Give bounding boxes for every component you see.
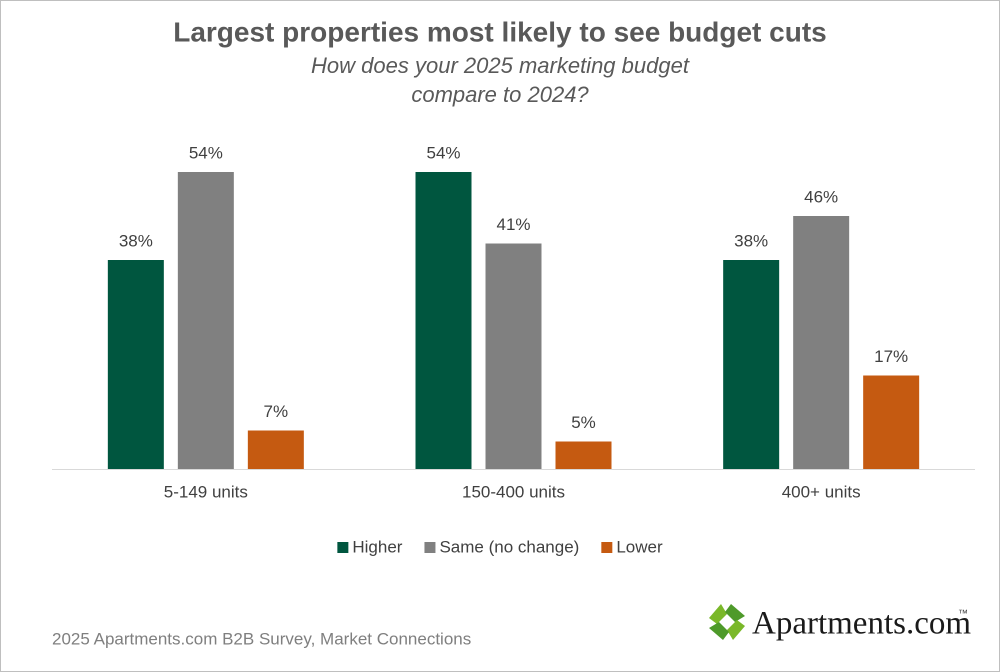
data-label: 17% bbox=[874, 347, 908, 366]
source-note: 2025 Apartments.com B2B Survey, Market C… bbox=[52, 629, 471, 648]
bar bbox=[555, 441, 612, 469]
chart-subtitle: How does your 2025 marketing budget bbox=[311, 53, 690, 78]
data-label: 41% bbox=[496, 215, 530, 234]
bar bbox=[415, 172, 472, 469]
data-label: 54% bbox=[426, 143, 460, 162]
chart-title: Largest properties most likely to see bu… bbox=[173, 16, 827, 47]
bar bbox=[793, 216, 850, 469]
legend-label: Higher bbox=[352, 537, 402, 556]
legend-swatch bbox=[601, 542, 613, 553]
chart-subtitle: compare to 2024? bbox=[411, 82, 589, 107]
legend-swatch bbox=[424, 542, 436, 553]
bar bbox=[107, 260, 164, 469]
legend-label: Lower bbox=[616, 537, 663, 556]
logo-icon bbox=[709, 604, 745, 640]
bar bbox=[485, 243, 542, 469]
data-label: 7% bbox=[264, 402, 289, 421]
data-label: 5% bbox=[571, 413, 596, 432]
x-tick-label: 5-149 units bbox=[164, 482, 248, 501]
bar bbox=[177, 172, 234, 469]
data-label: 38% bbox=[734, 231, 768, 250]
bar bbox=[723, 260, 780, 469]
logo-mark: ™ bbox=[958, 609, 968, 620]
data-label: 38% bbox=[119, 231, 153, 250]
legend-swatch bbox=[337, 542, 349, 553]
bar bbox=[247, 430, 304, 469]
x-tick-label: 150-400 units bbox=[462, 482, 565, 501]
logo-text: Apartments.com bbox=[752, 606, 971, 642]
data-label: 46% bbox=[804, 187, 838, 206]
data-label: 54% bbox=[189, 143, 223, 162]
legend-label: Same (no change) bbox=[439, 537, 579, 556]
bar bbox=[863, 375, 920, 469]
x-tick-label: 400+ units bbox=[782, 482, 861, 501]
